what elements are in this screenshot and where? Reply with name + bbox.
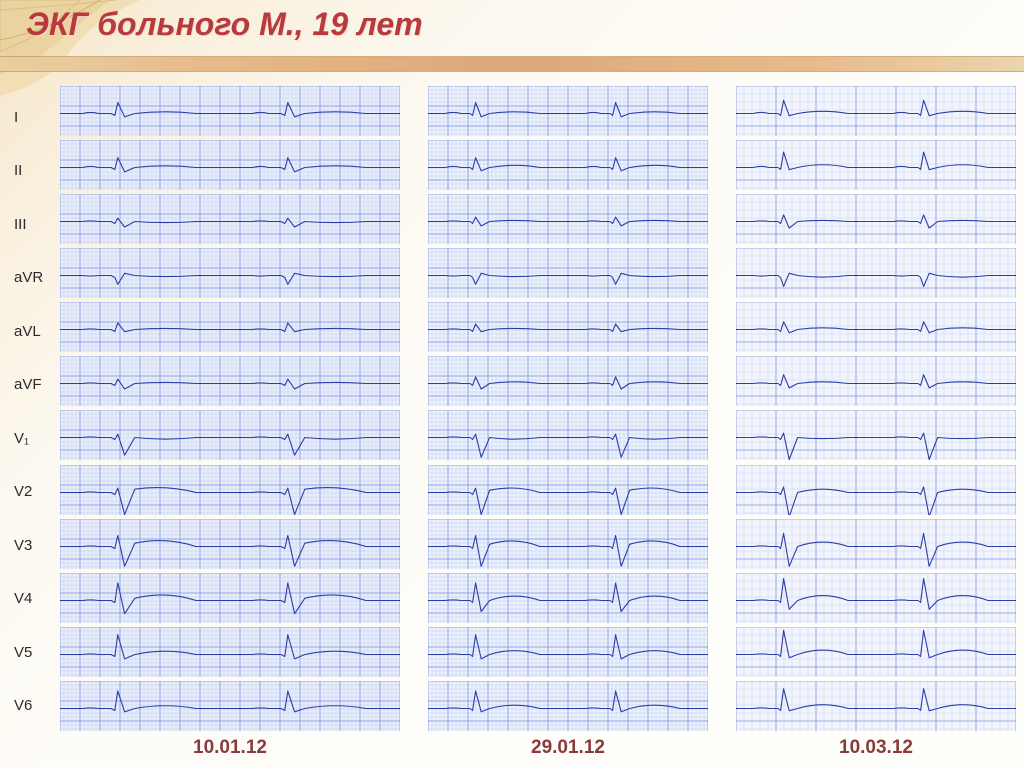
ecg-strip [736, 248, 1016, 298]
ecg-column [736, 86, 1016, 731]
ecg-strip [428, 140, 708, 190]
ecg-strip [60, 86, 400, 136]
lead-label: aVL [14, 306, 56, 356]
lead-label: V₁ [14, 413, 56, 463]
ecg-strip [60, 410, 400, 460]
ecg-strip [60, 356, 400, 406]
lead-labels-column: IIIIIIaVRaVLaVFV₁V2V3V4V5V6 [14, 92, 56, 731]
ecg-grid-body [60, 86, 1000, 731]
lead-label: I [14, 92, 56, 142]
lead-label: V4 [14, 574, 56, 624]
ecg-strip [60, 248, 400, 298]
ecg-strip [428, 194, 708, 244]
date-label: 29.01.12 [428, 735, 708, 761]
ecg-strip [428, 410, 708, 460]
ecg-strip [60, 627, 400, 677]
ecg-strip [736, 573, 1016, 623]
ecg-strip [736, 356, 1016, 406]
ecg-strip [60, 302, 400, 352]
ecg-strip [736, 140, 1016, 190]
ecg-strip [428, 248, 708, 298]
ecg-strip [428, 681, 708, 731]
ecg-strip [428, 356, 708, 406]
lead-label: V3 [14, 520, 56, 570]
lead-label: V5 [14, 627, 56, 677]
lead-label: aVF [14, 360, 56, 410]
ecg-strip [736, 410, 1016, 460]
ecg-strip [60, 573, 400, 623]
ecg-strip [736, 519, 1016, 569]
ecg-strip [60, 519, 400, 569]
ecg-strip [736, 681, 1016, 731]
dates-row: 10.01.1229.01.1210.03.12 [60, 735, 1000, 761]
lead-label: aVR [14, 253, 56, 303]
ecg-strip [736, 465, 1016, 515]
ecg-strip [736, 627, 1016, 677]
ecg-strip [60, 465, 400, 515]
date-label: 10.03.12 [736, 735, 1016, 761]
ecg-strip [428, 519, 708, 569]
lead-label: II [14, 146, 56, 196]
ecg-strip [60, 681, 400, 731]
title-underline [0, 56, 1024, 72]
ecg-strip [428, 627, 708, 677]
lead-label: III [14, 199, 56, 249]
ecg-strip [736, 302, 1016, 352]
ecg-strip [428, 573, 708, 623]
ecg-strip [428, 465, 708, 515]
ecg-strip [736, 194, 1016, 244]
ecg-strip [428, 86, 708, 136]
lead-label: V6 [14, 681, 56, 731]
lead-label: V2 [14, 467, 56, 517]
ecg-strip [60, 194, 400, 244]
ecg-strip [428, 302, 708, 352]
ecg-column [428, 86, 708, 731]
ecg-strip [60, 140, 400, 190]
ecg-strip [736, 86, 1016, 136]
ecg-column [60, 86, 400, 731]
slide-title: ЭКГ больного М., 19 лет [26, 6, 423, 43]
date-label: 10.01.12 [60, 735, 400, 761]
slide: ЭКГ больного М., 19 лет IIIIIIaVRaVLaVFV… [0, 0, 1024, 767]
